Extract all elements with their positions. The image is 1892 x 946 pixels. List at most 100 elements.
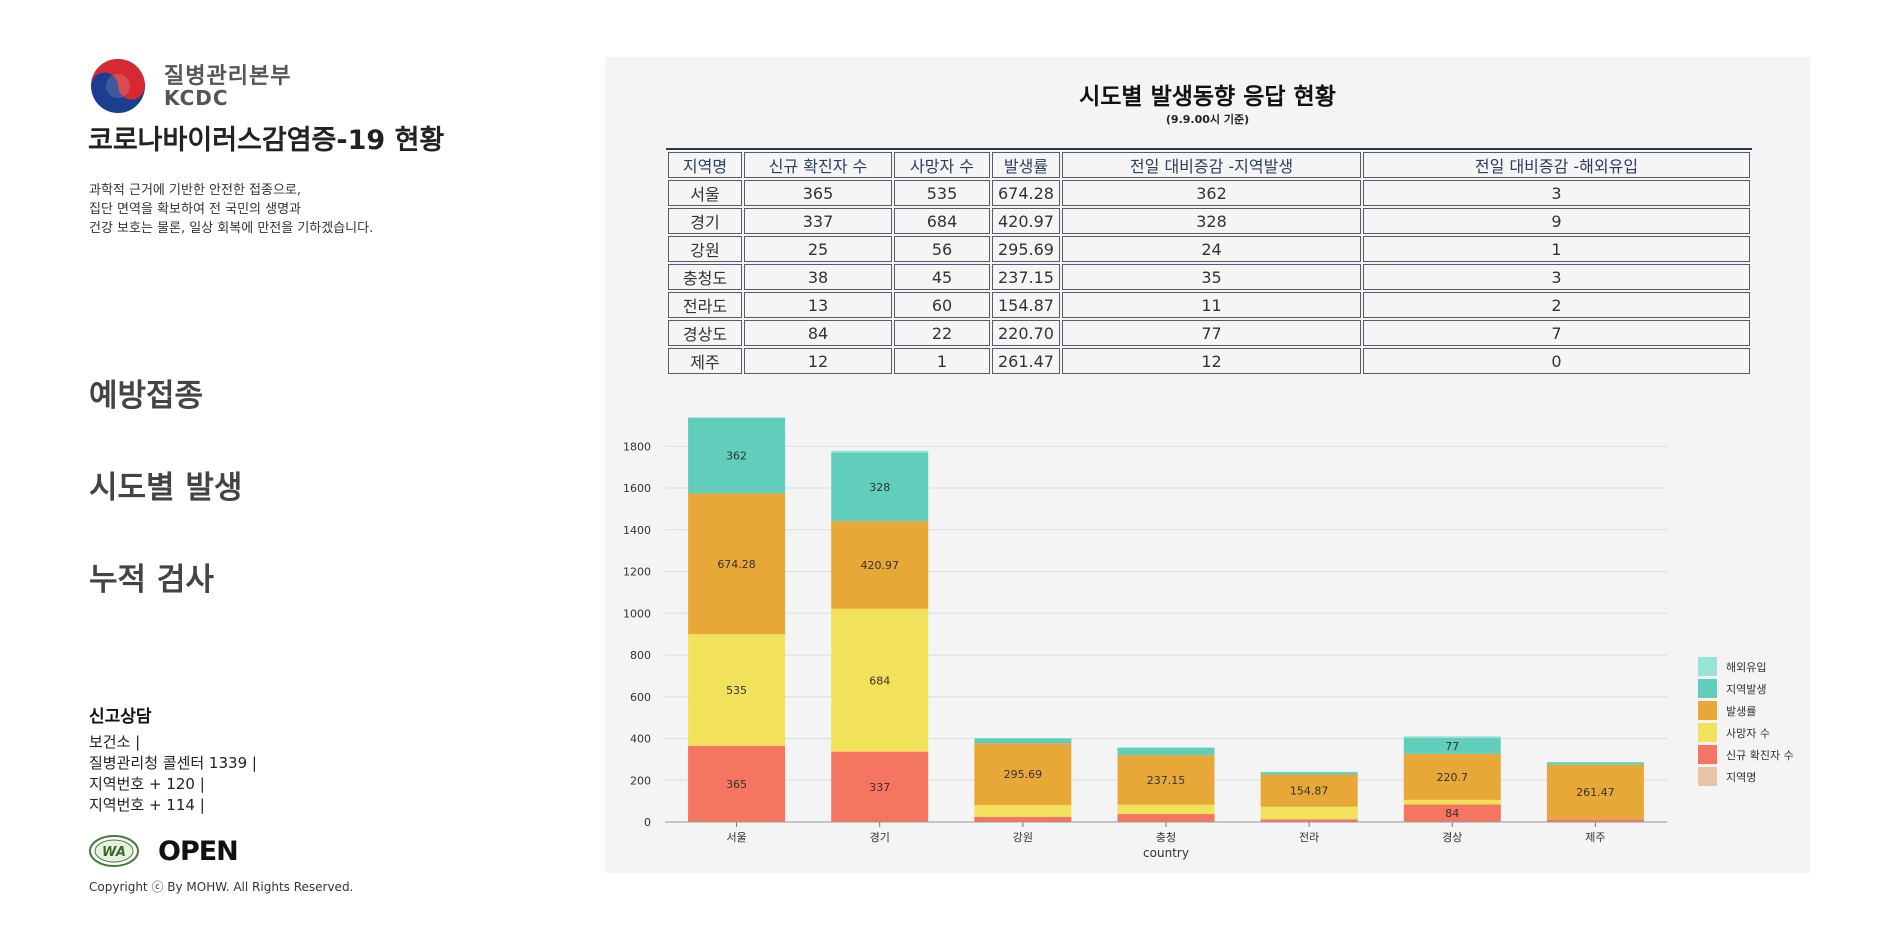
site-title: 코로나바이러스감염증-19 현황 — [88, 125, 445, 156]
table-cell: 154.87 — [992, 292, 1060, 318]
bar-segment — [1260, 774, 1358, 807]
bar-value-label: 674.28 — [717, 558, 756, 571]
table-cell: 295.69 — [992, 236, 1060, 262]
bar-segment — [974, 805, 1072, 817]
col-header: 전일 대비증감 -지역발생 — [1062, 152, 1361, 178]
bar-segment — [1117, 747, 1215, 756]
bar-value-label: 84 — [1445, 807, 1459, 820]
intro-line: 집단 면역을 확보하여 전 국민의 생명과 — [89, 202, 302, 217]
x-tick-label: 강원 — [1013, 831, 1033, 844]
intro-line: 과학적 근거에 기반한 안전한 접종으로, — [89, 183, 302, 198]
legend-label: 신규 확진자 수 — [1726, 749, 1794, 762]
badge-wa-text: WA — [102, 845, 126, 860]
table-cell: 25 — [744, 236, 892, 262]
web-accessibility-badge-icon[interactable]: WA — [88, 834, 140, 868]
bar-segment — [1403, 753, 1501, 800]
bar-value-label: 237.15 — [1147, 774, 1186, 787]
legend-swatch — [1698, 679, 1717, 698]
bar-segment — [831, 608, 929, 752]
nav-cumulative-tests[interactable]: 누적 검사 — [89, 562, 214, 598]
table-cell: 35 — [1062, 264, 1361, 290]
contact-line: 보건소 | — [89, 733, 141, 751]
y-tick-label: 1600 — [623, 482, 651, 495]
legend-swatch — [1698, 657, 1717, 676]
bar-value-label: 261.47 — [1576, 786, 1615, 799]
table-cell: 7 — [1363, 320, 1750, 346]
bar-segment — [974, 743, 1072, 806]
table-cell: 60 — [894, 292, 990, 318]
bar-segment — [1260, 819, 1358, 822]
table-cell: 경기 — [668, 208, 742, 234]
bar-value-label: 77 — [1445, 740, 1459, 753]
bar-segment — [1403, 736, 1501, 738]
table-cell: 2 — [1363, 292, 1750, 318]
contact-line: 지역번호 + 114 | — [89, 796, 205, 814]
table-cell: 337 — [744, 208, 892, 234]
logo-text-korean: 질병관리본부 — [164, 64, 292, 89]
kcdc-logo[interactable]: 질병관리본부 KCDC — [90, 56, 310, 116]
table-cell: 전라도 — [668, 292, 742, 318]
bar-segment — [831, 521, 929, 609]
table-row: 충청도 38 45 237.15 35 3 — [668, 264, 1750, 290]
bar-segment — [1117, 755, 1215, 805]
stacked-bar-chart: 0 200 400 600 800 1000 1200 1400 1600 1800 365 535 6… — [623, 417, 1794, 860]
table-cell: 674.28 — [992, 180, 1060, 206]
table-cell: 11 — [1062, 292, 1361, 318]
table-cell: 237.15 — [992, 264, 1060, 290]
table-cell: 261.47 — [992, 348, 1060, 374]
open-badge[interactable]: OPEN — [158, 836, 239, 867]
bar-value-label: 337 — [869, 781, 890, 794]
bar-value-label: 420.97 — [860, 559, 899, 572]
bar-value-label: 684 — [869, 674, 890, 687]
table-cell: 1 — [894, 348, 990, 374]
table-cell: 서울 — [668, 180, 742, 206]
table-cell: 경상도 — [668, 320, 742, 346]
report-contact-list: 보건소 | 질병관리청 콜센터 1339 | 지역번호 + 120 | 지역번호… — [89, 732, 257, 816]
x-tick-label: 서울 — [726, 831, 746, 844]
y-tick-label: 1800 — [623, 440, 651, 453]
table-cell: 77 — [1062, 320, 1361, 346]
x-tick-label: 전라 — [1299, 831, 1319, 844]
table-cell: 22 — [894, 320, 990, 346]
bar-segment — [1260, 806, 1358, 820]
col-header: 전일 대비증감 -해외유입 — [1363, 152, 1750, 178]
table-cell: 365 — [744, 180, 892, 206]
table-cell: 535 — [894, 180, 990, 206]
table-cell: 38 — [744, 264, 892, 290]
taegeuk-emblem-icon — [91, 59, 145, 113]
bar-segment — [688, 417, 786, 418]
bar-segment — [831, 452, 929, 522]
nav-vaccination[interactable]: 예방접종 — [89, 378, 204, 414]
table-row: 제주 12 1 261.47 12 0 — [668, 348, 1750, 374]
y-tick-label: 0 — [644, 816, 651, 829]
bar-segment — [1546, 819, 1644, 822]
table-cell: 84 — [744, 320, 892, 346]
legend-swatch — [1698, 723, 1717, 742]
status-table-wrapper: 지역명 신규 확진자 수 사망자 수 발생률 전일 대비증감 -지역발생 전일 … — [666, 148, 1752, 376]
table-cell: 684 — [894, 208, 990, 234]
report-consult-title: 신고상담 — [89, 707, 152, 727]
table-cell: 3 — [1363, 180, 1750, 206]
certification-badges: WA OPEN — [88, 832, 248, 872]
table-header-row: 지역명 신규 확진자 수 사망자 수 발생률 전일 대비증감 -지역발생 전일 … — [668, 152, 1750, 178]
y-tick-label: 800 — [630, 649, 651, 662]
table-cell: 45 — [894, 264, 990, 290]
table-row: 서울 365 535 674.28 362 3 — [668, 180, 1750, 206]
contact-line: 질병관리청 콜센터 1339 | — [89, 754, 257, 772]
bar-value-label: 365 — [726, 778, 747, 791]
table-cell: 강원 — [668, 236, 742, 262]
nav-regional-outbreak[interactable]: 시도별 발생 — [89, 470, 243, 506]
bar-segment — [1260, 772, 1358, 775]
y-tick-label: 200 — [630, 774, 651, 787]
legend-swatch — [1698, 767, 1717, 786]
bar-segment — [688, 493, 786, 635]
table-cell: 9 — [1363, 208, 1750, 234]
bar-segment — [831, 450, 929, 453]
col-header: 사망자 수 — [894, 152, 990, 178]
table-cell: 13 — [744, 292, 892, 318]
bar-segment — [1546, 762, 1644, 765]
legend-label: 발생률 — [1726, 705, 1756, 718]
bar-value-label: 535 — [726, 684, 747, 697]
bar-value-label: 154.87 — [1290, 785, 1329, 798]
y-tick-label: 1400 — [623, 524, 651, 537]
